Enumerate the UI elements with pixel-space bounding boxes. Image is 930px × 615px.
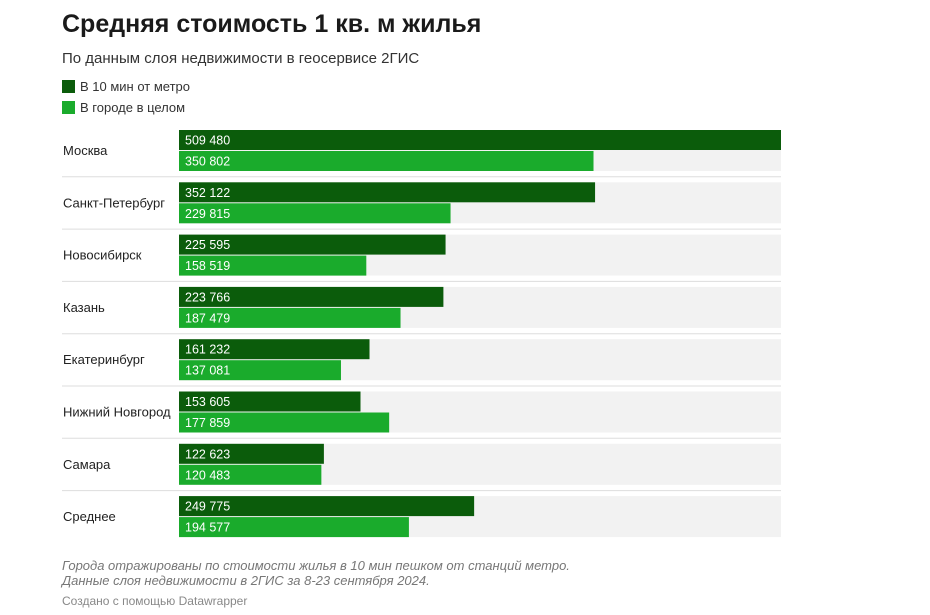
bar-city: [179, 307, 401, 328]
bar-metro: [179, 234, 446, 255]
bar-value-label: 249 775: [185, 500, 230, 514]
bar-metro: [179, 496, 475, 517]
bar-value-label: 177 859: [185, 416, 230, 430]
bar-metro: [179, 391, 361, 412]
bar-value-label: 229 815: [185, 207, 230, 221]
category-label: Новосибирск: [63, 248, 142, 263]
bar-metro: [179, 182, 596, 203]
bar-group: Нижний Новгород 153 605 177 859: [62, 385, 781, 433]
bar-value-label: 223 766: [185, 290, 230, 304]
bar-chart: Москва 509 480 350 802 Санкт-Петербург 352 1…: [62, 130, 781, 538]
bar-value-label: 120 483: [185, 468, 230, 482]
bar-metro: [179, 286, 444, 307]
chart-subtitle: По данным слоя недвижимости в геосервисе…: [62, 50, 420, 67]
bar-value-label: 161 232: [185, 343, 230, 357]
note-line-1: Города отражированы по стоимости жилья в…: [62, 558, 570, 573]
bar-metro: [179, 339, 370, 360]
category-label: Санкт-Петербург: [63, 195, 165, 210]
bar-group: Новосибирск 225 595 158 519: [62, 228, 781, 276]
bar-value-label: 225 595: [185, 238, 230, 252]
bar-group: Москва 509 480 350 802: [63, 130, 781, 171]
bar-city: [179, 464, 322, 485]
bar-city: [179, 255, 367, 276]
bar-value-label: 122 623: [185, 447, 230, 461]
bar-city: [179, 360, 341, 381]
bar-group: Санкт-Петербург 352 122 229 815: [62, 176, 781, 224]
legend-label-city: В городе в целом: [80, 99, 186, 115]
bar-value-label: 187 479: [185, 311, 230, 325]
category-label: Нижний Новгород: [63, 405, 171, 420]
bar-city: [179, 151, 594, 171]
legend-item-metro: В 10 мин от метро: [62, 76, 190, 96]
category-label: Екатеринбург: [63, 352, 145, 367]
category-label: Среднее: [63, 509, 116, 524]
bar-value-label: 153 605: [185, 395, 230, 409]
bar-value-label: 137 081: [185, 364, 230, 378]
chart-notes: Города отражированы по стоимости жилья в…: [62, 558, 570, 588]
credit-line: Создано с помощью Datawrapper: [62, 594, 248, 608]
bar-value-label: 350 802: [185, 155, 230, 169]
legend-swatch-city: [62, 100, 75, 114]
bar-group: Екатеринбург 161 232 137 081: [62, 333, 781, 381]
category-label: Москва: [63, 143, 108, 158]
bar-city: [179, 517, 409, 538]
bar-value-label: 158 519: [185, 259, 230, 273]
legend-swatch-metro: [62, 79, 75, 93]
bar-group: Среднее 249 775 194 577: [62, 490, 781, 538]
chart-title: Средняя стоимость 1 кв. м жилья: [62, 10, 482, 38]
bar-group: Самара 122 623 120 483: [62, 437, 781, 485]
bar-city: [179, 203, 451, 224]
bar-value-label: 352 122: [185, 186, 230, 200]
bar-city: [179, 412, 390, 433]
note-line-2: Данные слоя недвижимости в 2ГИС за 8-23 …: [62, 573, 430, 588]
category-label: Самара: [63, 457, 111, 472]
legend: В 10 мин от метро В городе в целом: [62, 76, 190, 117]
bar-value-label: 194 577: [185, 521, 230, 535]
legend-label-metro: В 10 мин от метро: [80, 78, 191, 94]
category-label: Казань: [63, 300, 105, 315]
bar-metro: [179, 443, 324, 464]
bar-metro: [179, 130, 781, 150]
bar-group: Казань 223 766 187 479: [62, 280, 781, 328]
legend-item-city: В городе в целом: [62, 97, 190, 117]
bar-value-label: 509 480: [185, 134, 230, 148]
